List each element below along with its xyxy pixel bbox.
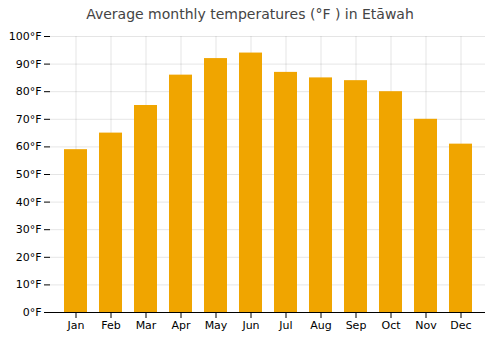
svg-text:Mar: Mar (136, 319, 157, 332)
svg-text:70°F: 70°F (16, 113, 42, 126)
svg-text:Jan: Jan (67, 319, 85, 332)
svg-text:Apr: Apr (171, 319, 191, 332)
svg-text:Sep: Sep (346, 319, 367, 332)
svg-text:Nov: Nov (415, 319, 437, 332)
svg-text:0°F: 0°F (23, 306, 42, 319)
html-text:Average monthly temperatures (: Average monthly temperatures (°F ) in Et… (86, 6, 414, 22)
svg-text:60°F: 60°F (16, 140, 42, 153)
svg-text:90°F: 90°F (16, 58, 42, 71)
svg-text:Oct: Oct (381, 319, 401, 332)
svg-text:100°F: 100°F (9, 30, 42, 43)
svg-text:Dec: Dec (450, 319, 471, 332)
svg-text:80°F: 80°F (16, 85, 42, 98)
svg-text:Jun: Jun (241, 319, 259, 332)
svg-text:50°F: 50°F (16, 168, 42, 181)
svg-text:May: May (205, 319, 228, 332)
svg-text:Jul: Jul (278, 319, 292, 332)
svg-text:Aug: Aug (310, 319, 331, 332)
svg-text:40°F: 40°F (16, 196, 42, 209)
svg-text:20°F: 20°F (16, 251, 42, 264)
svg-text:30°F: 30°F (16, 223, 42, 236)
svg-text:10°F: 10°F (16, 278, 42, 291)
svg-text:Feb: Feb (101, 319, 120, 332)
